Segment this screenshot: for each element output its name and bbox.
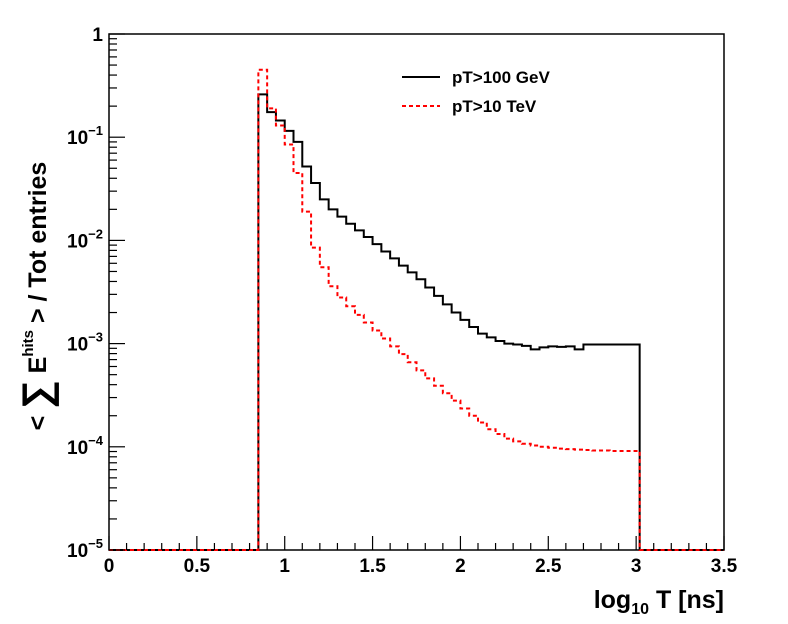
y-tick-label: 10−5 — [67, 536, 103, 562]
legend-label-0: pT>100 GeV — [452, 68, 550, 87]
legend-label-1: pT>10 TeV — [452, 97, 537, 116]
y-axis-title: < ∑ Ehits > / Tot entries — [15, 162, 59, 431]
y-tick-label: 10−3 — [67, 330, 103, 356]
series-line-1 — [109, 68, 724, 551]
y-tick-label: 10−2 — [67, 226, 103, 252]
x-axis-title: log10 T [ns] — [594, 586, 724, 618]
y-tick-label: 1 — [92, 25, 103, 46]
x-tick-label: 2 — [455, 556, 466, 577]
legend: pT>100 GeV pT>10 TeV — [402, 68, 550, 116]
series-layer — [109, 68, 724, 551]
x-tick-label: 0 — [104, 556, 115, 577]
plot-frame — [108, 33, 725, 551]
x-axis: 0 0.5 1 1.5 2 2.5 3 3.5 — [104, 536, 738, 577]
y-axis: 10−5 10−4 10−3 10−2 10−1 1 — [67, 25, 125, 562]
y-tick-label: 10−4 — [67, 433, 104, 459]
x-tick-label: 2.5 — [535, 556, 562, 577]
x-tick-label: 3.5 — [711, 556, 738, 577]
svg-text:< ∑ Ehits > / Tot entries: < ∑ Ehits > / Tot entries — [15, 162, 59, 431]
x-tick-label: 3 — [631, 556, 642, 577]
x-tick-label: 1 — [279, 556, 290, 577]
x-tick-label: 0.5 — [184, 556, 211, 577]
x-tick-label: 1.5 — [359, 556, 386, 577]
y-tick-label: 10−1 — [67, 123, 103, 149]
series-line-0 — [109, 93, 724, 551]
